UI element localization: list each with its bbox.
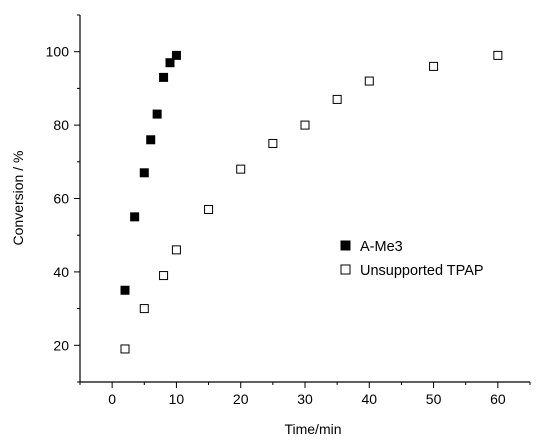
data-point-series-1 (171, 245, 181, 255)
data-point-series-0 (130, 212, 140, 222)
x-tick-label: 40 (361, 391, 377, 407)
x-tick-label: 0 (108, 391, 116, 407)
y-tick-label: 20 (53, 337, 69, 353)
data-point-series-0 (120, 285, 130, 295)
data-point-series-1 (236, 164, 246, 174)
data-point-series-1 (429, 61, 439, 71)
x-axis-title: Time/min (284, 421, 341, 437)
data-point-series-1 (159, 271, 169, 281)
data-point-series-1 (268, 138, 278, 148)
legend-marker-unsupported-tpap (340, 264, 351, 275)
x-axis-ticks: 0 10 20 30 40 50 60 (79, 382, 531, 407)
data-point-series-0 (171, 50, 181, 60)
data-point-series-0 (165, 58, 175, 68)
x-tick-label: 60 (490, 391, 506, 407)
axes (79, 15, 530, 383)
data-point-series-0 (159, 72, 169, 82)
x-tick-label: 50 (426, 391, 442, 407)
data-point-series-1 (204, 205, 214, 215)
y-tick-label: 40 (53, 264, 69, 280)
data-point-series-1 (139, 304, 149, 314)
x-tick-label: 20 (233, 391, 249, 407)
legend: A-Me3 Unsupported TPAP (340, 239, 484, 279)
x-tick-label: 10 (169, 391, 185, 407)
legend-marker-a-me3 (340, 240, 351, 251)
x-tick-label: 30 (297, 391, 313, 407)
data-point-series-1 (493, 50, 503, 60)
y-tick-label: 60 (53, 191, 69, 207)
legend-label-a-me3: A-Me3 (360, 239, 403, 255)
data-point-series-1 (364, 76, 374, 86)
data-point-series-0 (146, 135, 156, 145)
data-point-series-1 (300, 120, 310, 130)
y-tick-label: 100 (46, 44, 70, 60)
y-tick-label: 80 (53, 117, 69, 133)
data-point-series-1 (120, 344, 130, 354)
y-axis-title: Conversion / % (10, 151, 26, 246)
y-axis-ticks: 20 40 60 80 100 (46, 14, 80, 383)
data-points (120, 50, 503, 354)
data-point-series-0 (139, 168, 149, 178)
legend-label-unsupported-tpap: Unsupported TPAP (360, 263, 484, 279)
data-point-series-0 (152, 109, 162, 119)
data-point-series-1 (332, 94, 342, 104)
